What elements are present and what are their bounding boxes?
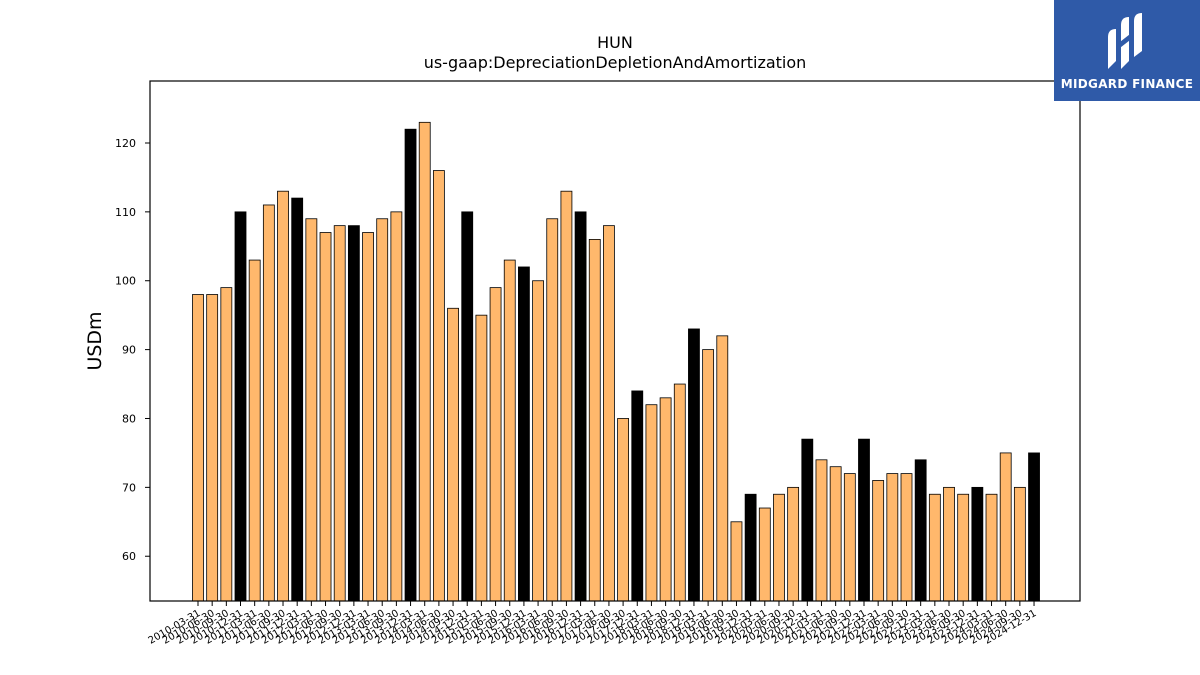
bar-2018-03-31 (645, 404, 658, 602)
bar-2011-03-31 (248, 259, 261, 602)
bar-2010-09-30 (220, 287, 233, 602)
y-ticks-group: 60 70 80 90 100 110 120 (115, 137, 150, 563)
y-tick-label: 110 (115, 206, 136, 219)
bar-2023-03-31 (928, 493, 941, 602)
bar-2024-12-31 (1028, 452, 1040, 602)
bar-2022-09-30 (900, 473, 913, 602)
y-axis-label: USDm (84, 311, 106, 370)
bar-2021-03-31 (815, 459, 828, 602)
bar-2019-09-30 (730, 521, 743, 602)
bar-2011-09-30 (277, 190, 289, 602)
bar-2020-06-30 (773, 493, 785, 602)
bar-2019-06-30 (716, 335, 729, 602)
bar-2012-12-31 (347, 225, 360, 602)
bar-2024-06-30 (999, 452, 1012, 602)
plot-frame (149, 80, 1081, 602)
bar-2016-09-30 (560, 190, 573, 602)
bar-2012-03-31 (305, 218, 318, 602)
bar-2015-03-31 (475, 314, 488, 602)
bar-2013-03-31 (362, 232, 374, 602)
y-tick-label: 60 (122, 550, 136, 563)
x-ticks-group: 2010-03-312010-06-302010-09-302010-12-31… (147, 601, 1039, 647)
y-tick-label: 90 (122, 344, 136, 357)
bar-2018-06-30 (659, 397, 672, 602)
bar-2019-03-31 (702, 349, 715, 602)
bar-2020-09-30 (787, 486, 800, 602)
midgard-logo-icon (1108, 12, 1142, 69)
y-tick-label: 100 (115, 275, 136, 288)
bar-2021-09-30 (843, 473, 856, 602)
bar-2016-03-31 (532, 280, 544, 602)
bar-2014-12-31 (461, 211, 474, 602)
brand-logo: MIDGARD FINANCE (1054, 0, 1200, 101)
bar-2020-03-31 (758, 507, 771, 602)
bars-group (192, 121, 1040, 602)
logo-text: MIDGARD FINANCE (1060, 76, 1194, 91)
bar-2024-03-31 (985, 493, 998, 602)
bar-2014-06-30 (432, 170, 445, 602)
bar-2010-12-31 (234, 211, 247, 602)
bar-2015-09-30 (503, 259, 516, 602)
bar-2018-09-30 (673, 383, 686, 602)
chart-title: HUN (597, 33, 633, 52)
bar-2017-12-31 (631, 390, 644, 602)
bar-2014-09-30 (447, 307, 459, 602)
bar-2015-06-30 (489, 287, 502, 602)
bar-2022-03-31 (872, 480, 885, 602)
bar-2024-09-30 (1013, 486, 1026, 602)
bar-2015-12-31 (518, 266, 530, 602)
bar-2012-06-30 (319, 232, 332, 602)
bar-2021-06-30 (829, 466, 842, 602)
bar-2023-09-30 (957, 493, 970, 602)
bar-2016-12-31 (574, 211, 587, 602)
bar-2019-12-31 (744, 493, 757, 602)
bar-2018-12-31 (688, 328, 700, 602)
bar-2012-09-30 (333, 225, 346, 602)
bar-2020-12-31 (801, 438, 814, 602)
bar-2010-06-30 (206, 294, 219, 602)
y-tick-label: 120 (115, 137, 136, 150)
y-tick-label: 70 (122, 481, 136, 494)
bar-2023-06-30 (943, 486, 955, 602)
bar-2013-12-31 (404, 128, 417, 602)
bar-2022-06-30 (886, 473, 899, 602)
bar-2017-03-31 (588, 239, 601, 602)
bar-2016-06-30 (546, 218, 559, 602)
chart-subtitle: us-gaap:DepreciationDepletionAndAmortiza… (424, 53, 807, 72)
y-tick-label: 80 (122, 412, 136, 425)
bar-2023-12-31 (971, 486, 984, 602)
bar-2011-06-30 (262, 204, 275, 602)
bar-2010-03-31 (192, 294, 204, 602)
bar-2017-06-30 (603, 225, 615, 602)
bar-2013-09-30 (390, 211, 403, 602)
bar-2022-12-31 (914, 459, 927, 602)
bar-2013-06-30 (376, 218, 389, 602)
bar-2017-09-30 (617, 418, 629, 602)
bar-2021-12-31 (858, 438, 870, 602)
bar-2014-03-31 (418, 121, 431, 602)
bar-2011-12-31 (291, 197, 304, 602)
